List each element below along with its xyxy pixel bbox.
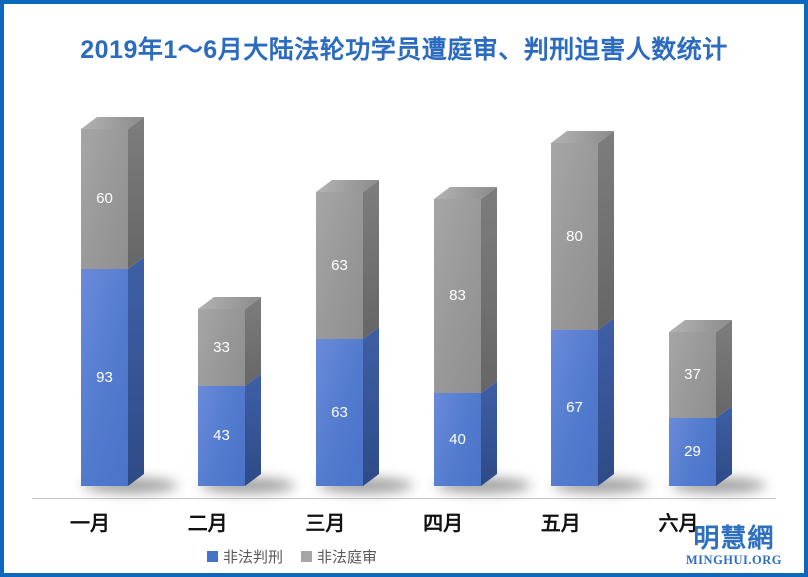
- bar-top-face: [434, 187, 497, 199]
- bar-side-face: [481, 187, 497, 393]
- bar-side-face: [598, 131, 614, 330]
- legend-swatch-icon: [206, 551, 218, 562]
- plot-area: 93 60 一月 43 33 二月 63 63 三月 40 83 四月 67 80 五月 29 37 六月: [4, 4, 804, 573]
- bar-value-label: 67: [566, 399, 583, 416]
- bar-side-face: [128, 117, 144, 269]
- bar-side-face: [716, 320, 732, 418]
- bar-month-1-segment-tried: [81, 129, 128, 269]
- bar-side-face: [245, 374, 261, 486]
- bar-month-5-segment-sentenced: [551, 330, 598, 486]
- bar-top-face: [198, 297, 261, 309]
- bar-value-label: 80: [566, 228, 583, 245]
- bar-value-label: 83: [449, 287, 466, 304]
- minghui-watermark: 明慧網 MINGHUI.ORG: [686, 525, 782, 567]
- bar-top-face: [551, 131, 614, 143]
- chart-title: 2019年1～6月大陆法轮功学员遭庭审、判刑迫害人数统计: [80, 36, 728, 64]
- legend-label: 非法判刑: [222, 549, 283, 566]
- bar-month-2-segment-sentenced: [198, 386, 245, 486]
- chart-legend: 非法判刑 非法庭审: [4, 546, 580, 567]
- bar-value-label: 29: [684, 443, 701, 460]
- bar-value-label: 43: [213, 427, 230, 444]
- month-label-3: 三月: [305, 513, 346, 535]
- legend-item-tried: 非法庭审: [301, 546, 377, 567]
- month-label-4: 四月: [423, 513, 464, 535]
- month-label-2: 二月: [187, 513, 228, 535]
- bar-top-face: [316, 180, 379, 192]
- bar-top-face: [669, 320, 732, 332]
- bar-month-3-segment-sentenced: [316, 339, 363, 486]
- minghui-logo-latin: MINGHUI.ORG: [685, 553, 782, 567]
- bar-side-face: [716, 406, 732, 486]
- legend-item-sentenced: 非法判刑: [206, 546, 283, 567]
- bar-side-face: [363, 180, 379, 339]
- bar-value-label: 37: [684, 366, 701, 383]
- bar-month-6-segment-tried: [669, 332, 716, 418]
- bar-value-label: 40: [449, 431, 466, 448]
- bar-side-face: [598, 318, 614, 486]
- bar-top-face: [81, 117, 144, 129]
- month-label-6: 六月: [658, 513, 699, 535]
- bar-side-face: [245, 297, 261, 386]
- bar-month-4-segment-tried: [434, 199, 481, 393]
- bar-side-face: [128, 257, 144, 486]
- bar-side-face: [481, 381, 497, 486]
- bar-month-3-segment-tried: [316, 192, 363, 339]
- month-label-5: 五月: [540, 513, 581, 535]
- bar-month-1-segment-sentenced: [81, 269, 128, 486]
- bar-month-4-segment-sentenced: [434, 393, 481, 486]
- month-label-1: 一月: [70, 513, 110, 535]
- bar-value-label: 33: [213, 339, 230, 356]
- legend-swatch-icon: [301, 551, 312, 562]
- x-axis-line: [32, 498, 776, 499]
- bar-value-label: 93: [96, 369, 113, 386]
- minghui-logo-cjk: 明慧網: [693, 523, 775, 553]
- legend-label: 非法庭审: [317, 549, 378, 566]
- bar-value-label: 63: [331, 404, 348, 421]
- bar-value-label: 63: [331, 257, 348, 274]
- bar-month-5-segment-tried: [551, 143, 598, 330]
- bar-value-label: 60: [96, 190, 113, 207]
- bar-month-2-segment-tried: [198, 309, 245, 386]
- bar-side-face: [363, 327, 379, 486]
- bar-month-6-segment-sentenced: [669, 418, 716, 486]
